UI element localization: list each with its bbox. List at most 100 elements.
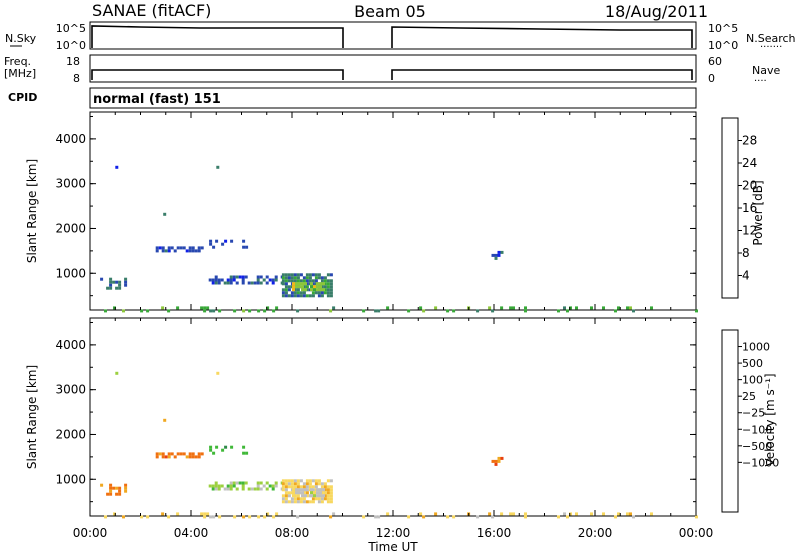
data-cell	[317, 482, 321, 486]
data-cell	[287, 279, 291, 283]
data-cell	[301, 491, 304, 495]
data-cell	[632, 309, 635, 313]
data-cell	[302, 491, 306, 495]
power-y-ticks: 1000 2000 3000 4000	[55, 112, 697, 310]
nsky-trace-2	[391, 26, 693, 48]
data-cell	[265, 481, 269, 485]
data-cell	[293, 294, 297, 298]
data-cell	[326, 294, 330, 298]
data-cell	[299, 485, 303, 489]
velocity-colorbar-frame	[721, 329, 739, 513]
data-cell	[326, 479, 330, 483]
y-tick-label: 4000	[55, 338, 86, 352]
data-cell	[308, 500, 312, 504]
data-cell	[320, 491, 324, 495]
data-cell	[241, 278, 245, 282]
data-cell	[323, 494, 327, 498]
data-cell	[217, 484, 221, 488]
data-cell	[326, 485, 330, 489]
data-cell	[329, 291, 333, 295]
data-cell	[305, 491, 309, 495]
data-cell	[200, 306, 204, 310]
data-cell	[386, 512, 390, 516]
data-cell	[512, 512, 515, 516]
data-cell	[329, 479, 333, 483]
data-cell	[256, 481, 260, 485]
data-cell	[295, 491, 298, 495]
data-cell	[695, 309, 698, 313]
data-cell	[296, 279, 300, 283]
power-colorbar-label: Power [dB]	[751, 180, 765, 245]
data-cell	[173, 455, 177, 459]
data-cell	[326, 491, 330, 495]
data-cell	[407, 515, 411, 519]
data-cell	[161, 455, 165, 459]
data-cell	[244, 275, 248, 279]
data-cell	[124, 283, 128, 287]
data-cell	[155, 246, 159, 250]
cpid-label: CPID	[8, 91, 37, 104]
data-cell	[217, 487, 221, 491]
power-marks	[100, 165, 698, 313]
data-cell	[362, 515, 366, 519]
data-cell	[284, 485, 288, 489]
data-cell	[124, 489, 128, 493]
data-cell	[214, 484, 218, 488]
velocity-colorbar-label: Velocity [m s⁻¹]	[763, 373, 777, 466]
data-cell	[323, 285, 327, 289]
power-colorbar-tick-label: 24	[742, 156, 757, 170]
data-cell	[419, 306, 423, 310]
data-cell	[299, 497, 303, 501]
data-cell	[323, 279, 327, 283]
freq-trace	[91, 69, 344, 80]
data-cell	[106, 286, 110, 290]
data-cell	[284, 494, 288, 498]
data-cell	[329, 285, 333, 289]
data-cell	[293, 500, 297, 504]
data-cell	[226, 281, 230, 285]
data-cell	[250, 487, 254, 491]
data-cell	[109, 486, 113, 490]
data-cell	[146, 515, 150, 519]
data-cell	[268, 484, 272, 488]
data-cell	[629, 512, 632, 516]
data-cell	[200, 452, 204, 456]
data-cell	[476, 309, 480, 313]
power-colorbar-tick-label: 8	[742, 246, 750, 260]
data-cell	[320, 291, 324, 295]
data-cell	[329, 309, 333, 313]
data-cell	[512, 306, 515, 310]
data-cell	[118, 286, 122, 290]
data-cell	[271, 281, 275, 285]
data-cell	[304, 488, 307, 492]
data-cell	[241, 487, 245, 491]
station-title: SANAE (fitACF)	[92, 1, 211, 20]
data-cell	[265, 281, 269, 285]
data-cell	[161, 306, 165, 310]
nsearch-tick-top: 10^5	[708, 22, 738, 35]
data-cell	[316, 282, 319, 286]
data-cell	[212, 309, 216, 313]
data-cell	[287, 294, 291, 298]
data-cell	[302, 276, 306, 280]
x-tick-label: 00:00	[73, 526, 108, 540]
data-cell	[233, 309, 237, 313]
data-cell	[305, 488, 309, 492]
data-cell	[176, 306, 180, 310]
data-cell	[232, 275, 236, 279]
data-cell	[509, 306, 513, 310]
data-cell	[308, 276, 312, 280]
nsky-panel-frame	[89, 21, 697, 50]
data-cell	[109, 489, 113, 493]
data-cell	[265, 275, 269, 279]
data-cell	[104, 515, 107, 519]
data-cell	[290, 279, 294, 283]
data-cell	[500, 512, 504, 516]
data-cell	[434, 306, 438, 310]
data-cell	[216, 371, 220, 375]
data-cell	[284, 488, 288, 492]
freq-panel-frame	[89, 54, 697, 83]
data-cell	[188, 452, 192, 456]
data-cell	[167, 452, 171, 456]
